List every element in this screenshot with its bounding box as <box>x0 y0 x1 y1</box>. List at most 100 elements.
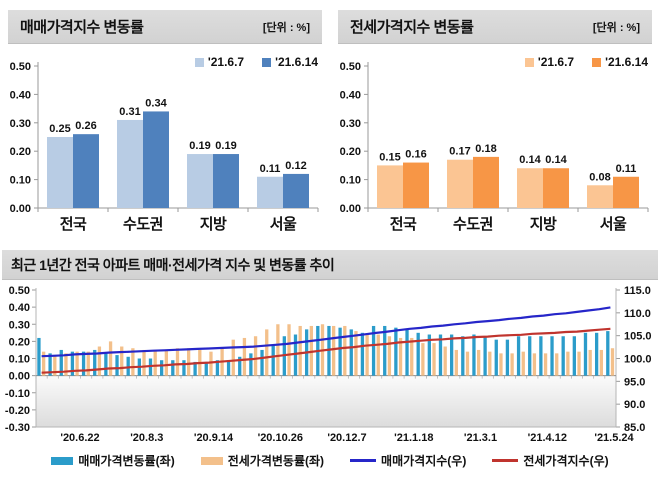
sale-grouped-bar-chart: 0.50 0.40 0.30 0.20 0.10 0.00 전국 0.25 0.26 수도권 0.3… <box>10 61 319 233</box>
jeonse-series1-label: '21.6.7 <box>537 55 575 69</box>
sale-panel-unit-label: [단위 : %] <box>262 21 310 34</box>
sale-legend: '21.6.7 '21.6.14 <box>194 55 318 69</box>
sale-price-change-panel: 매매가격지수 변동률 [단위 : %] '21.6.7 '21.6.14 0.5… <box>2 8 328 244</box>
svg-text:0.11: 0.11 <box>260 163 281 175</box>
svg-text:100.0: 100.0 <box>624 354 652 366</box>
jeonse-panel-unit-label: [단위 : %] <box>592 21 640 34</box>
svg-text:0.00: 0.00 <box>9 371 30 383</box>
svg-text:0.40: 0.40 <box>9 302 30 314</box>
svg-text:0.10: 0.10 <box>10 175 31 187</box>
svg-text:서울: 서울 <box>270 216 297 233</box>
svg-text:0.26: 0.26 <box>75 120 96 132</box>
svg-text:서울: 서울 <box>600 216 627 233</box>
svg-text:전국: 전국 <box>60 216 87 233</box>
svg-text:0.25: 0.25 <box>49 123 70 135</box>
jeonse-legend-item-2: '21.6.14 <box>592 55 648 69</box>
svg-text:0.00: 0.00 <box>340 203 361 215</box>
svg-text:95.0: 95.0 <box>624 376 645 388</box>
jeonse-legend-item-1: '21.6.7 <box>524 55 575 69</box>
jeonse-index-legend-label: 전세가격지수(우) <box>523 454 609 468</box>
svg-text:0.12: 0.12 <box>285 160 306 172</box>
svg-text:'21.4.12: '21.4.12 <box>528 432 567 444</box>
svg-text:0.30: 0.30 <box>10 118 31 130</box>
svg-text:'21.3.1: '21.3.1 <box>464 432 497 444</box>
jeonse-change-legend-label: 전세가격변동률(좌) <box>227 454 325 468</box>
jeonse-index-line-swatch-icon <box>492 459 519 462</box>
svg-text:0.19: 0.19 <box>215 140 236 152</box>
sale-legend-item-1: '21.6.7 <box>194 55 245 69</box>
trend-panel-title: 최근 1년간 전국 아파트 매매·전세가격 지수 및 변동률 추이 <box>11 256 335 273</box>
jeonse-series2-swatch-icon <box>592 57 602 67</box>
jeonse-series2-label: '21.6.14 <box>605 55 648 69</box>
svg-text:0.34: 0.34 <box>145 97 167 109</box>
sale-panel-header: 매매가격지수 변동률 [단위 : %] <box>8 10 322 44</box>
svg-text:0.17: 0.17 <box>449 146 470 158</box>
jeonse-panel-title: 전세가격지수 변동률 <box>350 19 474 36</box>
svg-text:0.14: 0.14 <box>545 154 567 166</box>
svg-text:0.08: 0.08 <box>589 171 610 183</box>
trend-legend-item-sale-change: 매매가격변동률(좌) <box>51 452 175 469</box>
svg-text:-0.10: -0.10 <box>5 388 30 400</box>
svg-text:110.0: 110.0 <box>624 308 651 320</box>
svg-text:0.31: 0.31 <box>119 106 140 118</box>
sale-change-bar-swatch-icon <box>51 456 74 465</box>
jeonse-grouped-bar-chart: 0.50 0.40 0.30 0.20 0.10 0.00 전국 0.15 0.16 수도권 0.1… <box>340 61 649 233</box>
svg-text:'20.6.22: '20.6.22 <box>60 432 99 444</box>
trend-panel-header: 최근 1년간 전국 아파트 매매·전세가격 지수 및 변동률 추이 <box>2 250 658 280</box>
svg-text:0.50: 0.50 <box>340 61 361 73</box>
svg-text:수도권: 수도권 <box>123 215 163 233</box>
sale-series2-label: '21.6.14 <box>275 55 318 69</box>
sale-index-line-swatch-icon <box>350 459 377 462</box>
svg-text:0.40: 0.40 <box>340 89 361 101</box>
svg-text:지방: 지방 <box>200 215 227 233</box>
svg-text:90.0: 90.0 <box>624 399 645 411</box>
svg-text:0.00: 0.00 <box>10 203 31 215</box>
sale-legend-item-2: '21.6.14 <box>262 55 318 69</box>
svg-text:115.0: 115.0 <box>624 285 651 297</box>
svg-text:0.50: 0.50 <box>9 285 30 297</box>
svg-text:0.14: 0.14 <box>519 154 541 166</box>
sale-series2-swatch-icon <box>262 57 272 67</box>
svg-text:'20.12.7: '20.12.7 <box>327 432 366 444</box>
svg-text:0.30: 0.30 <box>340 118 361 130</box>
svg-text:-0.30: -0.30 <box>5 422 30 434</box>
svg-text:0.30: 0.30 <box>9 319 30 331</box>
svg-text:105.0: 105.0 <box>624 331 652 343</box>
sale-series1-swatch-icon <box>194 57 204 67</box>
jeonse-legend: '21.6.7 '21.6.14 <box>524 55 648 69</box>
jeonse-series1-swatch-icon <box>524 57 534 67</box>
svg-text:'20.10.26: '20.10.26 <box>258 432 303 444</box>
svg-text:0.11: 0.11 <box>616 163 637 175</box>
svg-text:0.20: 0.20 <box>10 146 31 158</box>
svg-text:0.15: 0.15 <box>379 151 400 163</box>
svg-text:0.10: 0.10 <box>340 175 361 187</box>
sale-panel-title: 매매가격지수 변동률 <box>20 19 144 36</box>
svg-text:85.0: 85.0 <box>624 422 645 434</box>
svg-text:'21.1.18: '21.1.18 <box>394 432 433 444</box>
trend-legend: 매매가격변동률(좌) 전세가격변동률(좌) 매매가격지수(우) 전세가격지수(우… <box>0 452 660 469</box>
trend-legend-item-sale-index: 매매가격지수(우) <box>350 452 466 469</box>
trend-legend-item-jeonse-index: 전세가격지수(우) <box>492 452 609 469</box>
svg-text:0.20: 0.20 <box>340 146 361 158</box>
trend-combo-chart: 0.50 0.40 0.30 0.20 0.10 0.00 -0.10 -0.20 -0.30 1… <box>5 285 652 444</box>
jeonse-panel-header: 전세가격지수 변동률 [단위 : %] <box>338 10 652 44</box>
trend-legend-item-jeonse-change: 전세가격변동률(좌) <box>200 452 325 469</box>
svg-text:'20.8.3: '20.8.3 <box>130 432 163 444</box>
svg-text:0.16: 0.16 <box>405 149 426 161</box>
svg-text:'20.9.14: '20.9.14 <box>194 432 234 444</box>
svg-text:0.19: 0.19 <box>189 140 210 152</box>
sale-series1-label: '21.6.7 <box>207 55 245 69</box>
svg-text:0.10: 0.10 <box>9 354 30 366</box>
svg-text:-0.20: -0.20 <box>5 405 30 417</box>
svg-text:0.40: 0.40 <box>10 89 31 101</box>
svg-text:지방: 지방 <box>530 215 557 233</box>
sale-change-legend-label: 매매가격변동률(좌) <box>78 454 175 468</box>
svg-text:0.20: 0.20 <box>9 336 30 348</box>
svg-text:0.50: 0.50 <box>10 61 31 73</box>
svg-text:전국: 전국 <box>390 216 417 233</box>
svg-text:0.18: 0.18 <box>475 143 496 155</box>
sale-index-legend-label: 매매가격지수(우) <box>381 454 467 468</box>
jeonse-change-bar-swatch-icon <box>200 456 223 465</box>
svg-text:수도권: 수도권 <box>453 215 493 233</box>
